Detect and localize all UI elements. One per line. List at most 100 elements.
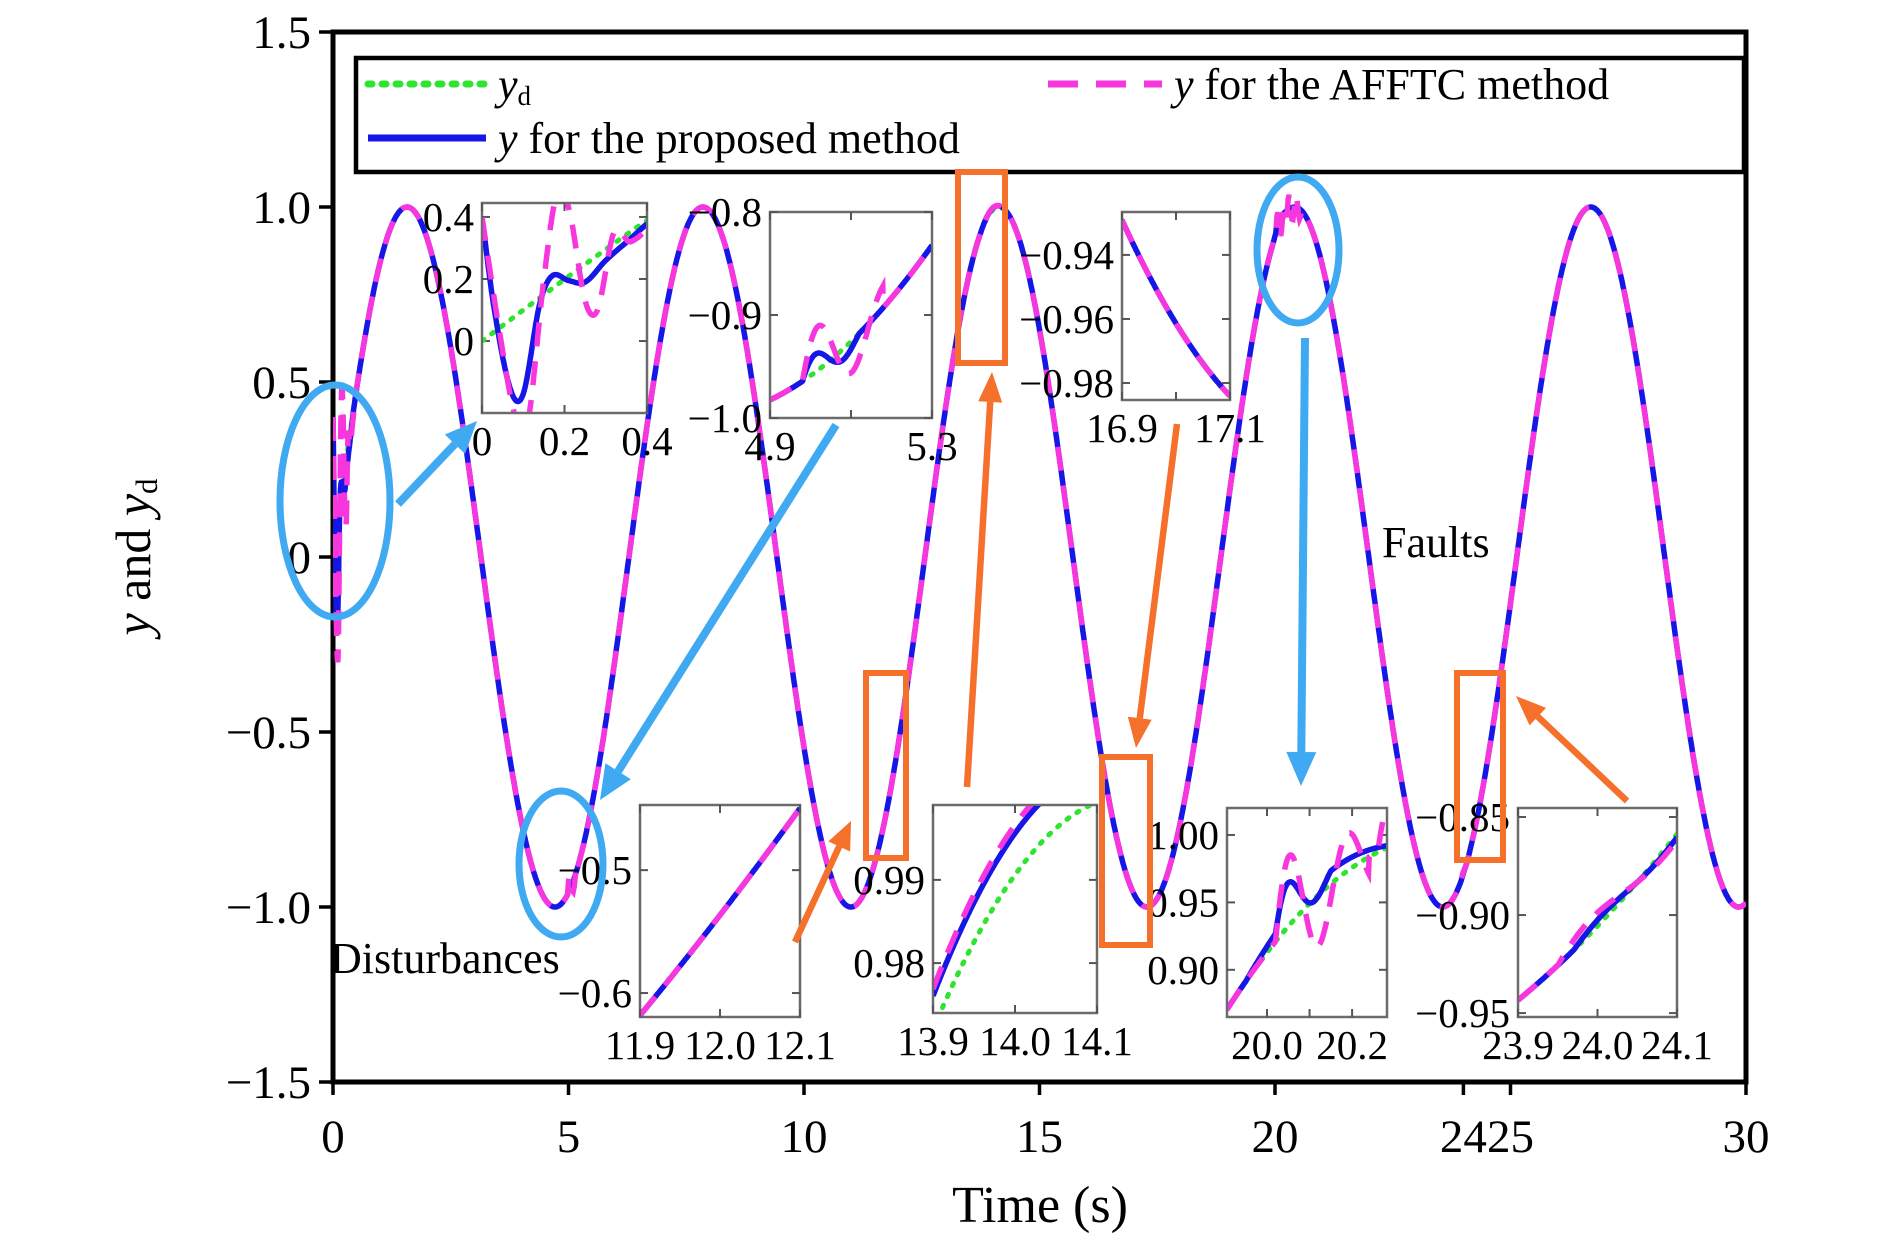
series-afftc-inset6 bbox=[1519, 838, 1676, 1003]
annotation-arrowhead bbox=[444, 421, 477, 454]
inset-y-tick-label: −0.85 bbox=[1415, 794, 1510, 840]
inset-y-tick-label: −0.94 bbox=[1019, 232, 1114, 278]
inset-box bbox=[1120, 210, 1232, 402]
legend: yd y for the proposed method y for the A… bbox=[353, 55, 1747, 175]
annotation-arrowhead bbox=[600, 763, 631, 800]
fault-highlight-rect bbox=[955, 169, 1008, 366]
legend-label-proposed: y for the proposed method bbox=[494, 114, 960, 163]
inset-y-tick-label: −0.6 bbox=[558, 970, 632, 1016]
inset-y-tick-label: 0.95 bbox=[1147, 879, 1219, 925]
legend-label-yd: yd bbox=[494, 60, 532, 111]
y-tick-label: 1.5 bbox=[252, 7, 311, 59]
inset-y-tick-label: −1.0 bbox=[688, 395, 762, 441]
inset-y-tick-label: −0.5 bbox=[558, 847, 632, 893]
inset-y-tick-label: 1.00 bbox=[1147, 812, 1219, 858]
inset-y-tick-label: −0.9 bbox=[688, 292, 762, 338]
inset-y-tick-label: −0.96 bbox=[1019, 296, 1114, 342]
annotation-arrow bbox=[395, 441, 458, 507]
series-afftc-inset5 bbox=[1228, 809, 1386, 1011]
annotation-arrowhead bbox=[1516, 696, 1547, 726]
legend-box bbox=[353, 55, 1747, 175]
fault-highlight-rect bbox=[1099, 754, 1153, 948]
fault-highlight-rect bbox=[1454, 670, 1506, 863]
inset-x-tick-label: 24.0 bbox=[1562, 1022, 1634, 1068]
series-proposed-inset4 bbox=[934, 806, 1042, 997]
series-yd-inset4 bbox=[937, 806, 1095, 1012]
inset-x-tick-label: 23.9 bbox=[1482, 1022, 1554, 1068]
inset-y-tick-label: 0.4 bbox=[423, 194, 474, 240]
inset-x-tick-label: 14.0 bbox=[979, 1018, 1051, 1064]
annotation-arrowhead bbox=[828, 821, 851, 852]
inset-x-tick-label: 0.4 bbox=[621, 418, 672, 464]
inset-y-tick-label: 0.2 bbox=[423, 256, 474, 302]
inset-x-tick-label: 0.2 bbox=[539, 418, 590, 464]
series-afftc-inset3 bbox=[641, 806, 799, 1016]
main-axes: 0 5 10 15 20 24 25 30 1.5 1.0 0.5 0 −0.5 −1.0 −1.5 bbox=[226, 7, 1770, 1163]
inset-box bbox=[1225, 806, 1389, 1019]
disturbance-ellipse bbox=[1253, 173, 1343, 327]
insets-layer: 0.40.200 0.2 0.4−0.8−0.9−1.04.9 5.3−0.94−0.… bbox=[423, 189, 1713, 1068]
disturbance-ellipse bbox=[276, 381, 394, 621]
inset-x-tick-label: 4.9 bbox=[744, 423, 795, 469]
annotation-arrow bbox=[614, 422, 840, 774]
annotation-arrowhead bbox=[1127, 716, 1152, 748]
x-tick-label: 30 bbox=[1723, 1111, 1770, 1163]
series-afftc-inset2 bbox=[1123, 218, 1229, 398]
inset-y-tick-label: 0.90 bbox=[1147, 947, 1219, 993]
inset-x-tick-label: 16.9 bbox=[1086, 405, 1158, 451]
inset-x-tick-label: 24.1 bbox=[1641, 1022, 1713, 1068]
inset-y-tick-label: −0.95 bbox=[1415, 990, 1510, 1036]
series-afftc-main bbox=[333, 188, 1746, 910]
inset-t14: 0.99 0.98 13.9 14.0 14.1 bbox=[853, 803, 1133, 1064]
y-tick-label: −1.5 bbox=[226, 1057, 311, 1109]
disturbance-ellipse bbox=[515, 787, 607, 941]
x-tick-label: 0 bbox=[321, 1111, 345, 1163]
inset-t20: 1.00 0.95 0.90 20.0 20.2 bbox=[1147, 806, 1389, 1068]
x-tick-label: 10 bbox=[781, 1111, 828, 1163]
series-afftc-inset0 bbox=[483, 204, 646, 412]
inset-x-tick-label: 14.1 bbox=[1061, 1018, 1133, 1064]
inset-box bbox=[931, 803, 1099, 1015]
inset-x-tick-label: 12.1 bbox=[764, 1022, 836, 1068]
inset-y-tick-label: 0.98 bbox=[853, 940, 925, 986]
inset-y-tick-label: −0.8 bbox=[688, 189, 762, 235]
series-afftc-inset1 bbox=[771, 243, 931, 403]
x-tick-label: 25 bbox=[1487, 1111, 1534, 1163]
y-tick-label: −1.0 bbox=[226, 882, 311, 934]
legend-label-afftc: y for the AFFTC method bbox=[1170, 60, 1609, 109]
inset-x-tick-label: 20.2 bbox=[1316, 1022, 1388, 1068]
y-tick-label: 0.5 bbox=[252, 357, 311, 409]
series-proposed-inset1 bbox=[771, 243, 931, 403]
x-tick-label: 5 bbox=[557, 1111, 581, 1163]
x-tick-label: 20 bbox=[1252, 1111, 1299, 1163]
series-layer bbox=[333, 188, 1746, 910]
y-tick-label: −0.5 bbox=[226, 707, 311, 759]
annotations-layer bbox=[276, 169, 1630, 948]
x-tick-label: 15 bbox=[1016, 1111, 1063, 1163]
inset-y-tick-label: 0 bbox=[454, 318, 475, 364]
fault-highlight-rect bbox=[863, 670, 909, 861]
inset-x-tick-label: 13.9 bbox=[897, 1018, 969, 1064]
inset-x-tick-label: 0 bbox=[472, 418, 493, 464]
x-axis-title: Time (s) bbox=[952, 1177, 1128, 1234]
inset-x-tick-label: 20.0 bbox=[1231, 1022, 1303, 1068]
inset-y-tick-label: −0.98 bbox=[1019, 360, 1114, 406]
inset-t12: −0.5 −0.6 11.9 12.0 12.1 bbox=[558, 803, 836, 1068]
annotation-arrow bbox=[963, 401, 994, 788]
annotation-arrowhead bbox=[978, 372, 1003, 403]
inset-t5: −0.8 −0.9 −1.04.9 5.3 bbox=[688, 189, 958, 469]
series-yd-inset0 bbox=[483, 217, 646, 344]
series-proposed-inset6 bbox=[1519, 835, 1676, 1003]
inset-start: 0.4 0.2 0 0 0.2 0.4 bbox=[423, 194, 673, 464]
inset-x-tick-label: 5.3 bbox=[906, 423, 957, 469]
inset-x-tick-label: 11.9 bbox=[605, 1022, 675, 1068]
annotation-arrow bbox=[792, 845, 843, 944]
inset-x-tick-label: 17.1 bbox=[1194, 405, 1266, 451]
annotation-arrow bbox=[1535, 714, 1630, 804]
inset-y-tick-label: −0.90 bbox=[1415, 892, 1510, 938]
disturbances-annotation: Disturbances bbox=[330, 934, 560, 983]
